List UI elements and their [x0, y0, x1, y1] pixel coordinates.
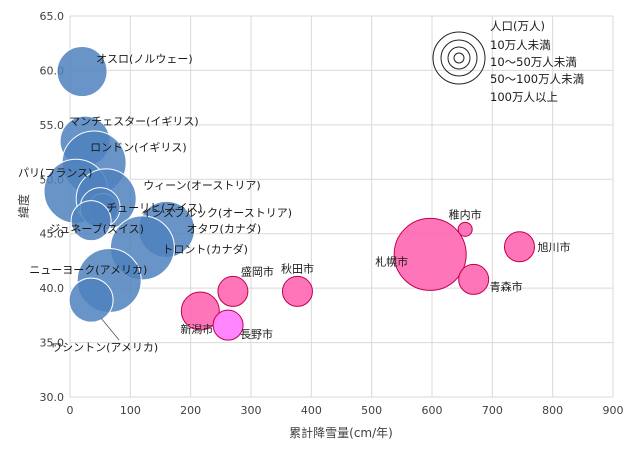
legend-entry-1: 10万人未満 — [490, 38, 551, 52]
bubble-labels: オスロ(ノルウェー) マンチェスター(イギリス) ロンドン(イギリス) パリ(フランス… — [18, 53, 570, 355]
bubble-label: 旭川市 — [537, 240, 570, 254]
bubble — [393, 217, 467, 291]
bubble-label: チューリヒ(スイス) — [106, 202, 202, 215]
bubble-label: 札幌市 — [375, 254, 408, 268]
bubble-label: 稚内市 — [449, 207, 482, 221]
x-tick-label: 900 — [603, 404, 624, 417]
legend-title: 人口(万人) — [490, 19, 545, 33]
x-tick-label: 200 — [180, 404, 201, 417]
bubble — [70, 200, 112, 242]
bubble — [458, 263, 490, 295]
x-tick-label: 0 — [67, 404, 74, 417]
bubble — [68, 277, 114, 323]
y-tick-label: 55.0 — [40, 119, 65, 132]
bubble — [180, 291, 220, 331]
bubble — [281, 275, 313, 307]
bubble-label: 秋田市 — [281, 261, 314, 275]
x-tick-label: 600 — [422, 404, 443, 417]
bubble-label: 青森市 — [490, 279, 523, 293]
y-tick-label: 40.0 — [40, 282, 65, 295]
bubble-label: オタワ(カナダ) — [187, 221, 262, 235]
x-tick-label: 300 — [241, 404, 262, 417]
bubble-label: ロンドン(イギリス) — [90, 141, 187, 154]
legend-entry-4: 100万人以上 — [490, 90, 558, 104]
bubble-label: 長野市 — [240, 327, 273, 341]
bubble-label: 盛岡市 — [241, 264, 274, 278]
legend: 人口(万人) 10万人未満 10〜50万人未満 50〜100万人未満 100万人… — [432, 19, 584, 104]
legend-concentric-icon — [432, 31, 486, 85]
bubble — [56, 46, 108, 98]
bubble-label: マンチェスター(イギリス) — [69, 115, 199, 128]
bubble-label: トロント(カナダ) — [162, 242, 248, 256]
bubble-label: ジュネーブ(スイス) — [49, 222, 144, 236]
bubble-label: ウィーン(オーストリア) — [143, 179, 260, 192]
y-tick-label: 35.0 — [40, 337, 65, 350]
legend-entry-2: 10〜50万人未満 — [490, 55, 577, 69]
bubble-label: パリ(フランス) — [18, 166, 92, 179]
y-tick-label: 65.0 — [40, 10, 65, 23]
bubble-label: ニューヨーク(アメリカ) — [29, 264, 147, 277]
x-tick-label: 800 — [542, 404, 563, 417]
bubbles — [43, 46, 535, 341]
y-tick-label: 30.0 — [40, 391, 65, 404]
bubble — [457, 221, 473, 237]
legend-entry-3: 50〜100万人未満 — [490, 72, 584, 86]
bubble-label: 新潟市 — [180, 322, 213, 336]
x-tick-label: 100 — [120, 404, 141, 417]
bubble-label: インスブルック(オーストリア) — [141, 206, 292, 220]
leader-line — [100, 317, 120, 341]
bubble-label: オスロ(ノルウェー) — [96, 53, 193, 66]
y-tick-label: 45.0 — [40, 228, 65, 241]
bubble — [217, 275, 249, 307]
x-tick-label: 500 — [361, 404, 382, 417]
bubble — [503, 231, 535, 263]
x-tick-label: 700 — [482, 404, 503, 417]
x-axis-title: 累計降雪量(cm/年) — [289, 425, 393, 440]
y-axis-title: 緯度 — [16, 194, 31, 218]
bubble — [212, 309, 244, 341]
bubble-label: ワシントン(アメリカ) — [51, 341, 158, 354]
x-tick-label: 400 — [301, 404, 322, 417]
